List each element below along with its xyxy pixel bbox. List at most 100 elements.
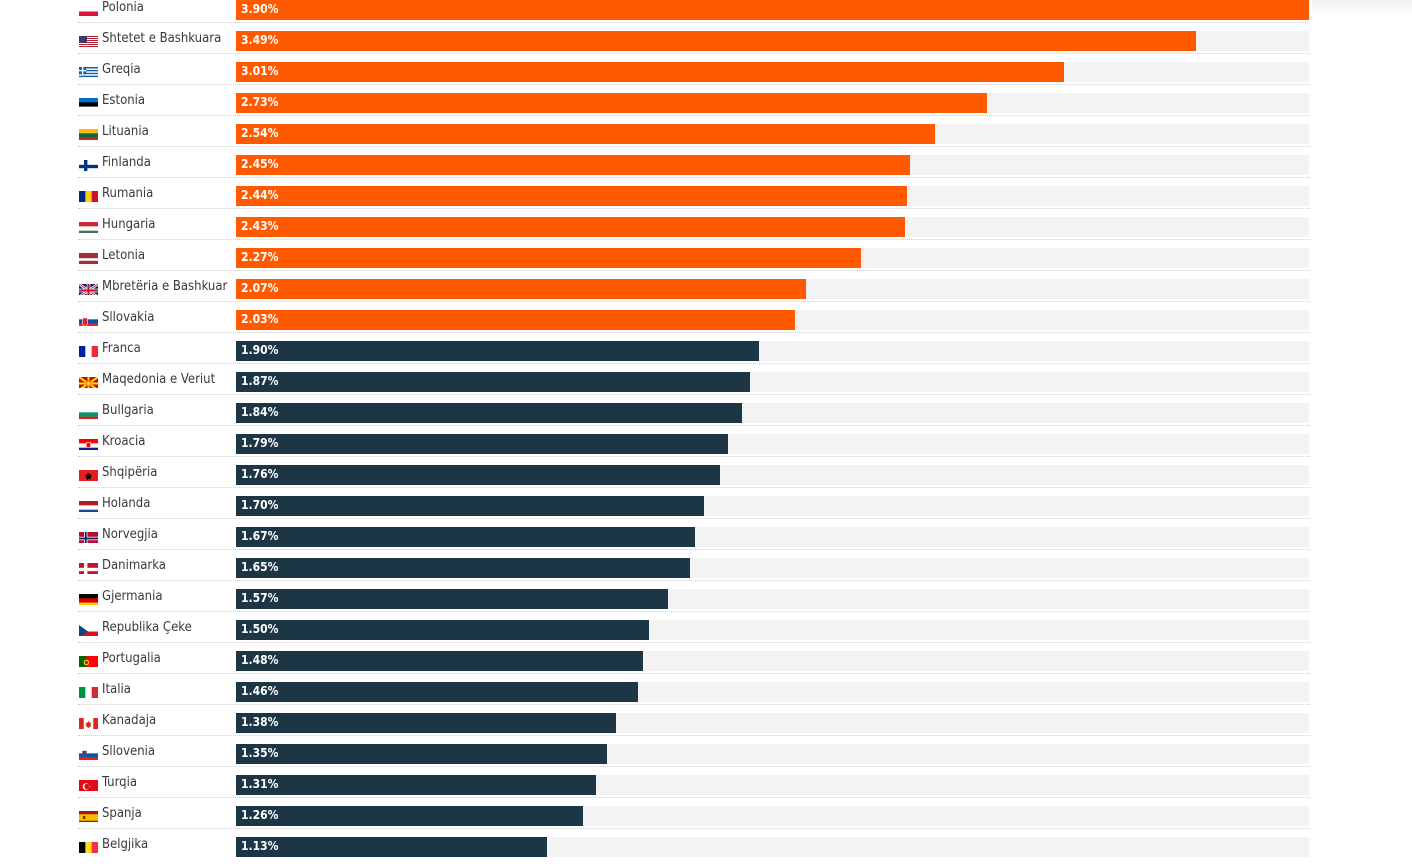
value-label: 1.90% bbox=[241, 343, 279, 357]
value-label: 3.49% bbox=[241, 33, 279, 47]
bar-track: 2.45% bbox=[236, 155, 1309, 175]
category-label: Polonia bbox=[102, 0, 144, 15]
bar: 2.27% bbox=[236, 248, 861, 268]
value-label: 2.54% bbox=[241, 126, 279, 140]
chart-row: Sllovakia 2.03% bbox=[78, 301, 1310, 332]
bar: 1.90% bbox=[236, 341, 759, 361]
category-label: Gjermania bbox=[102, 589, 163, 604]
value-label: 3.90% bbox=[241, 2, 279, 16]
bar: 1.79% bbox=[236, 434, 728, 454]
chart-row: Shqipëria 1.76% bbox=[78, 456, 1310, 487]
chart-row: Turqia 1.31% bbox=[78, 766, 1310, 797]
bar-track: 1.65% bbox=[236, 558, 1309, 578]
bar-track: 1.35% bbox=[236, 744, 1309, 764]
flag-icon bbox=[79, 189, 98, 202]
value-label: 2.43% bbox=[241, 219, 279, 233]
bar-track: 1.90% bbox=[236, 341, 1309, 361]
flag-icon bbox=[79, 282, 98, 295]
bar: 3.01% bbox=[236, 62, 1064, 82]
value-label: 1.48% bbox=[241, 653, 279, 667]
category-label: Italia bbox=[102, 682, 131, 697]
bar: 3.90% bbox=[236, 0, 1309, 20]
flag-icon bbox=[79, 313, 98, 326]
chart-row: Spanja 1.26% bbox=[78, 797, 1310, 828]
row-divider bbox=[78, 766, 1310, 767]
bar: 1.87% bbox=[236, 372, 750, 392]
row-divider bbox=[78, 735, 1310, 736]
chart-row: Maqedonia e Veriut 1.87% bbox=[78, 363, 1310, 394]
row-divider bbox=[78, 673, 1310, 674]
chart-row: Italia 1.46% bbox=[78, 673, 1310, 704]
chart-row: Kroacia 1.79% bbox=[78, 425, 1310, 456]
row-divider bbox=[78, 53, 1310, 54]
bar: 1.67% bbox=[236, 527, 695, 547]
value-label: 2.07% bbox=[241, 281, 279, 295]
bar-track: 2.07% bbox=[236, 279, 1309, 299]
bar-track: 3.01% bbox=[236, 62, 1309, 82]
value-label: 2.45% bbox=[241, 157, 279, 171]
value-label: 1.79% bbox=[241, 436, 279, 450]
category-label: Bullgaria bbox=[102, 403, 154, 418]
row-divider bbox=[78, 146, 1310, 147]
row-divider bbox=[78, 580, 1310, 581]
bar-track: 2.54% bbox=[236, 124, 1309, 144]
row-divider bbox=[78, 239, 1310, 240]
category-label: Mbretëria e Bashkuar bbox=[102, 279, 228, 294]
chart-row: Greqia 3.01% bbox=[78, 53, 1310, 84]
bar: 1.70% bbox=[236, 496, 704, 516]
category-label: Kanadaja bbox=[102, 713, 157, 728]
bar: 1.65% bbox=[236, 558, 690, 578]
value-label: 1.35% bbox=[241, 746, 279, 760]
category-label: Turqia bbox=[102, 775, 138, 790]
flag-icon bbox=[79, 96, 98, 109]
flag-icon bbox=[79, 592, 98, 605]
chart-row: Norvegjia 1.67% bbox=[78, 518, 1310, 549]
row-divider bbox=[78, 363, 1310, 364]
bar: 1.31% bbox=[236, 775, 596, 795]
bar-track: 1.50% bbox=[236, 620, 1309, 640]
row-divider bbox=[78, 22, 1310, 23]
value-label: 1.31% bbox=[241, 777, 279, 791]
category-label: Holanda bbox=[102, 496, 151, 511]
flag-icon bbox=[79, 127, 98, 140]
category-label: Franca bbox=[102, 341, 141, 356]
bar: 3.49% bbox=[236, 31, 1196, 51]
bar-track: 1.31% bbox=[236, 775, 1309, 795]
bar: 2.43% bbox=[236, 217, 905, 237]
bar-track: 1.48% bbox=[236, 651, 1309, 671]
category-label: Lituania bbox=[102, 124, 149, 139]
category-label: Sllovenia bbox=[102, 744, 156, 759]
bar-track: 1.67% bbox=[236, 527, 1309, 547]
category-label: Kroacia bbox=[102, 434, 146, 449]
category-label: Rumania bbox=[102, 186, 154, 201]
value-label: 2.44% bbox=[241, 188, 279, 202]
category-label: Republika Çeke bbox=[102, 620, 192, 635]
bar: 2.45% bbox=[236, 155, 910, 175]
row-divider bbox=[78, 797, 1310, 798]
bar-track: 1.76% bbox=[236, 465, 1309, 485]
flag-icon bbox=[79, 778, 98, 791]
category-label: Sllovakia bbox=[102, 310, 155, 325]
bar: 1.48% bbox=[236, 651, 643, 671]
flag-icon bbox=[79, 65, 98, 78]
value-label: 1.13% bbox=[241, 839, 279, 853]
bar-track: 1.84% bbox=[236, 403, 1309, 423]
top-shadow bbox=[1312, 0, 1412, 18]
chart-row: Shtetet e Bashkuara 3.49% bbox=[78, 22, 1310, 53]
row-divider bbox=[78, 208, 1310, 209]
flag-icon bbox=[79, 3, 98, 16]
bar-track: 1.46% bbox=[236, 682, 1309, 702]
flag-icon bbox=[79, 499, 98, 512]
bar: 2.73% bbox=[236, 93, 987, 113]
chart-row: Mbretëria e Bashkuar 2.07% bbox=[78, 270, 1310, 301]
bar: 2.44% bbox=[236, 186, 907, 206]
value-label: 1.84% bbox=[241, 405, 279, 419]
value-label: 1.76% bbox=[241, 467, 279, 481]
value-label: 1.67% bbox=[241, 529, 279, 543]
row-divider bbox=[78, 425, 1310, 426]
row-divider bbox=[78, 270, 1310, 271]
flag-icon bbox=[79, 530, 98, 543]
chart-row: Belgjika 1.13% bbox=[78, 828, 1310, 859]
chart-row: Franca 1.90% bbox=[78, 332, 1310, 363]
